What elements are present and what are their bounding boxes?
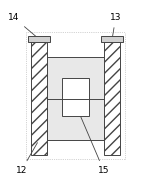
Text: 12: 12 (16, 143, 37, 175)
Bar (104, 42, 120, 155)
Bar (28, 36, 50, 42)
Bar (47, 57, 104, 140)
Text: 14: 14 (8, 13, 37, 37)
Text: 13: 13 (110, 13, 121, 36)
Text: 15: 15 (77, 107, 109, 175)
Bar (62, 78, 89, 116)
Bar (31, 42, 47, 155)
Bar (101, 36, 123, 42)
